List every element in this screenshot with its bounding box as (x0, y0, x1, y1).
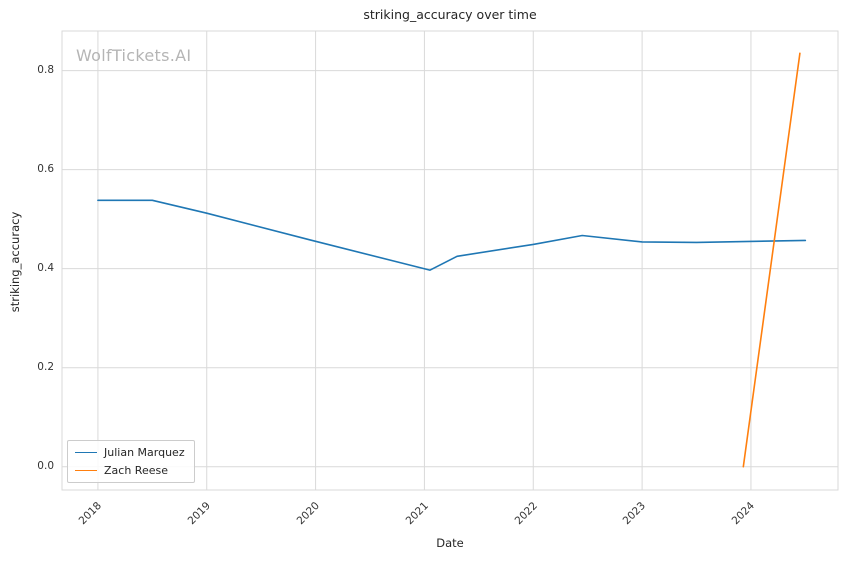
legend: Julian Marquez Zach Reese (67, 440, 195, 483)
legend-item: Julian Marquez (75, 446, 185, 459)
y-tick-label: 0.6 (37, 162, 54, 175)
chart-title: striking_accuracy over time (363, 7, 537, 22)
y-tick-label: 0.4 (37, 261, 54, 274)
legend-swatch (75, 470, 97, 471)
legend-item: Zach Reese (75, 464, 185, 477)
series-line (742, 52, 801, 468)
y-tick-label: 0.2 (37, 360, 54, 373)
plot-border (61, 30, 839, 491)
legend-label: Zach Reese (104, 464, 168, 477)
y-tick-label: 0.8 (37, 63, 54, 76)
y-tick-label: 0.0 (37, 459, 54, 472)
legend-label: Julian Marquez (104, 446, 185, 459)
watermark: WolfTickets.AI (76, 46, 192, 65)
series-line (97, 199, 807, 271)
legend-swatch (75, 452, 97, 453)
x-axis-label: Date (436, 536, 464, 550)
y-axis-label: striking_accuracy (8, 211, 22, 313)
